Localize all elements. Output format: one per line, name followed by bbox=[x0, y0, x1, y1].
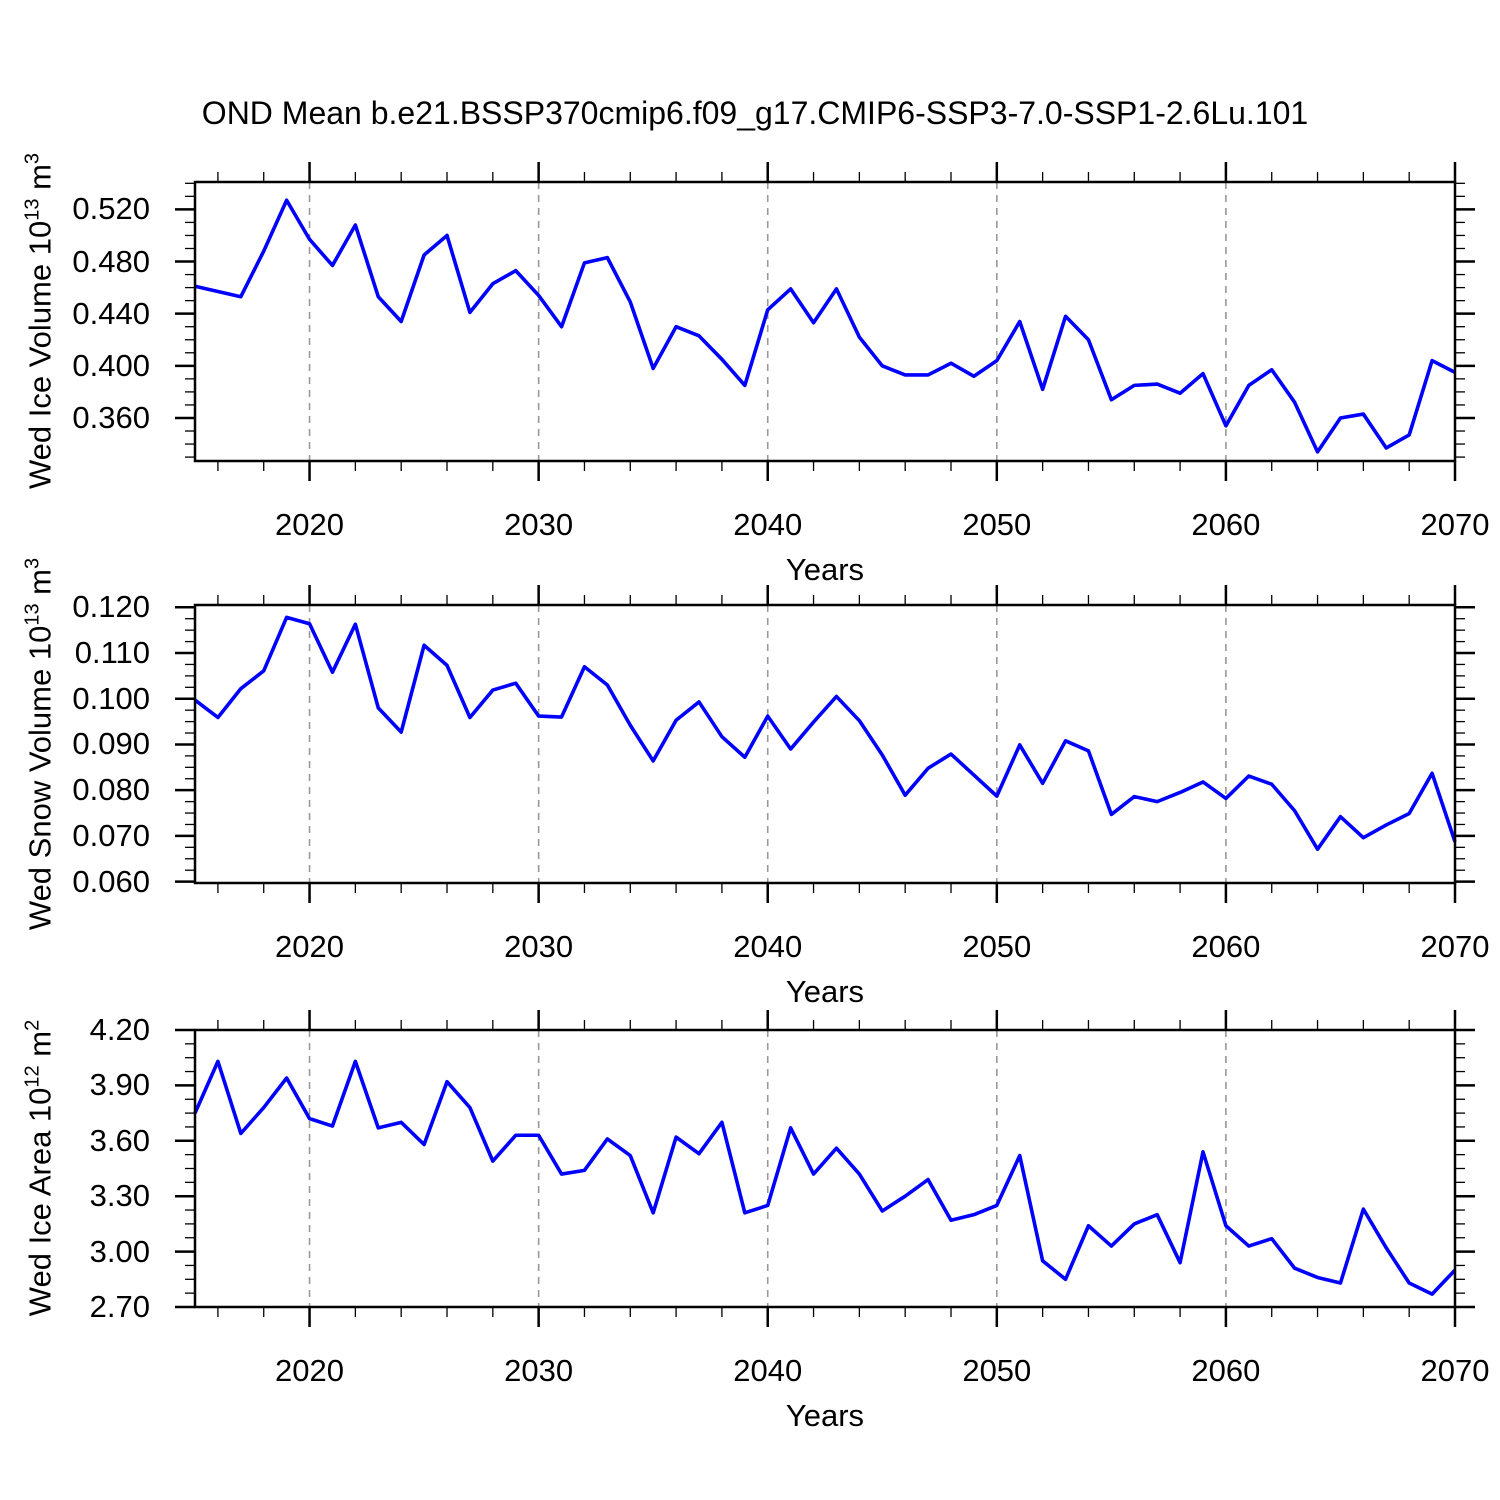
x-tick-label: 2020 bbox=[275, 507, 345, 542]
plot-frame bbox=[193, 180, 1457, 463]
y-tick-label: 0.360 bbox=[72, 399, 150, 435]
y-tick-label: 0.400 bbox=[72, 347, 150, 383]
panel-2 bbox=[175, 585, 1475, 903]
y-tick-label: 3.00 bbox=[89, 1233, 150, 1269]
data-line-series bbox=[194, 198, 1456, 454]
y-tick-label: 0.100 bbox=[72, 680, 150, 716]
y-tick-label: 2.70 bbox=[89, 1289, 150, 1324]
x-tick-label: 2070 bbox=[1420, 507, 1490, 542]
y-tick-label: 0.440 bbox=[72, 295, 150, 331]
x-tick-label: 2030 bbox=[504, 1353, 574, 1388]
plot-frame bbox=[193, 1028, 1457, 1309]
y-tick-label: 0.080 bbox=[72, 772, 150, 808]
data-line-series bbox=[193, 615, 1457, 851]
y-tick-label: 4.20 bbox=[89, 1012, 150, 1047]
chart-title: OND Mean b.e21.BSSP370cmip6.f09_g17.CMIP… bbox=[201, 95, 1309, 131]
y-tick-label: 0.090 bbox=[72, 726, 150, 762]
x-tick-label: 2070 bbox=[1420, 1353, 1490, 1388]
y-tick-label: 0.110 bbox=[74, 635, 150, 670]
x-tick-label: 2050 bbox=[962, 1353, 1032, 1388]
x-tick-label: 2060 bbox=[1191, 507, 1261, 542]
x-tick-label: 2040 bbox=[733, 1353, 803, 1388]
x-axis-title-2: Years bbox=[785, 974, 865, 1009]
data-line-series bbox=[193, 1059, 1457, 1296]
x-tick-label: 2050 bbox=[962, 507, 1032, 542]
y-tick-label: 0.070 bbox=[72, 817, 150, 853]
x-tick-label: 2070 bbox=[1420, 929, 1490, 964]
y-tick-label: 3.60 bbox=[89, 1122, 150, 1158]
y-axis-title-ice-area: Wed Ice Area 1012 m2 bbox=[22, 1020, 59, 1316]
x-tick-label: 2030 bbox=[504, 929, 574, 964]
x-tick-label: 2030 bbox=[504, 507, 574, 542]
x-tick-label: 2020 bbox=[275, 1353, 345, 1388]
exponent: 3 bbox=[21, 557, 44, 569]
panel-3 bbox=[175, 1010, 1475, 1327]
x-tick-label: 2060 bbox=[1191, 1353, 1261, 1388]
x-tick-label: 2060 bbox=[1191, 929, 1261, 964]
y-tick-label: 0.120 bbox=[72, 589, 150, 625]
exponent: 3 bbox=[21, 152, 44, 165]
y-tick-label: 3.30 bbox=[89, 1178, 150, 1214]
panel-1 bbox=[175, 162, 1475, 481]
x-axis-title-3: Years bbox=[785, 1398, 865, 1433]
plot-frame bbox=[193, 603, 1457, 885]
x-tick-label: 2040 bbox=[733, 929, 803, 964]
y-tick-label: 0.520 bbox=[72, 191, 150, 227]
x-tick-label: 2050 bbox=[962, 929, 1032, 964]
x-tick-label: 2020 bbox=[275, 929, 345, 964]
y-tick-label: 3.90 bbox=[89, 1067, 150, 1103]
x-tick-label: 2040 bbox=[733, 507, 803, 542]
x-axis-title-1: Years bbox=[785, 552, 865, 587]
y-tick-label: 0.060 bbox=[72, 863, 150, 899]
y-tick-label: 0.480 bbox=[72, 243, 150, 279]
